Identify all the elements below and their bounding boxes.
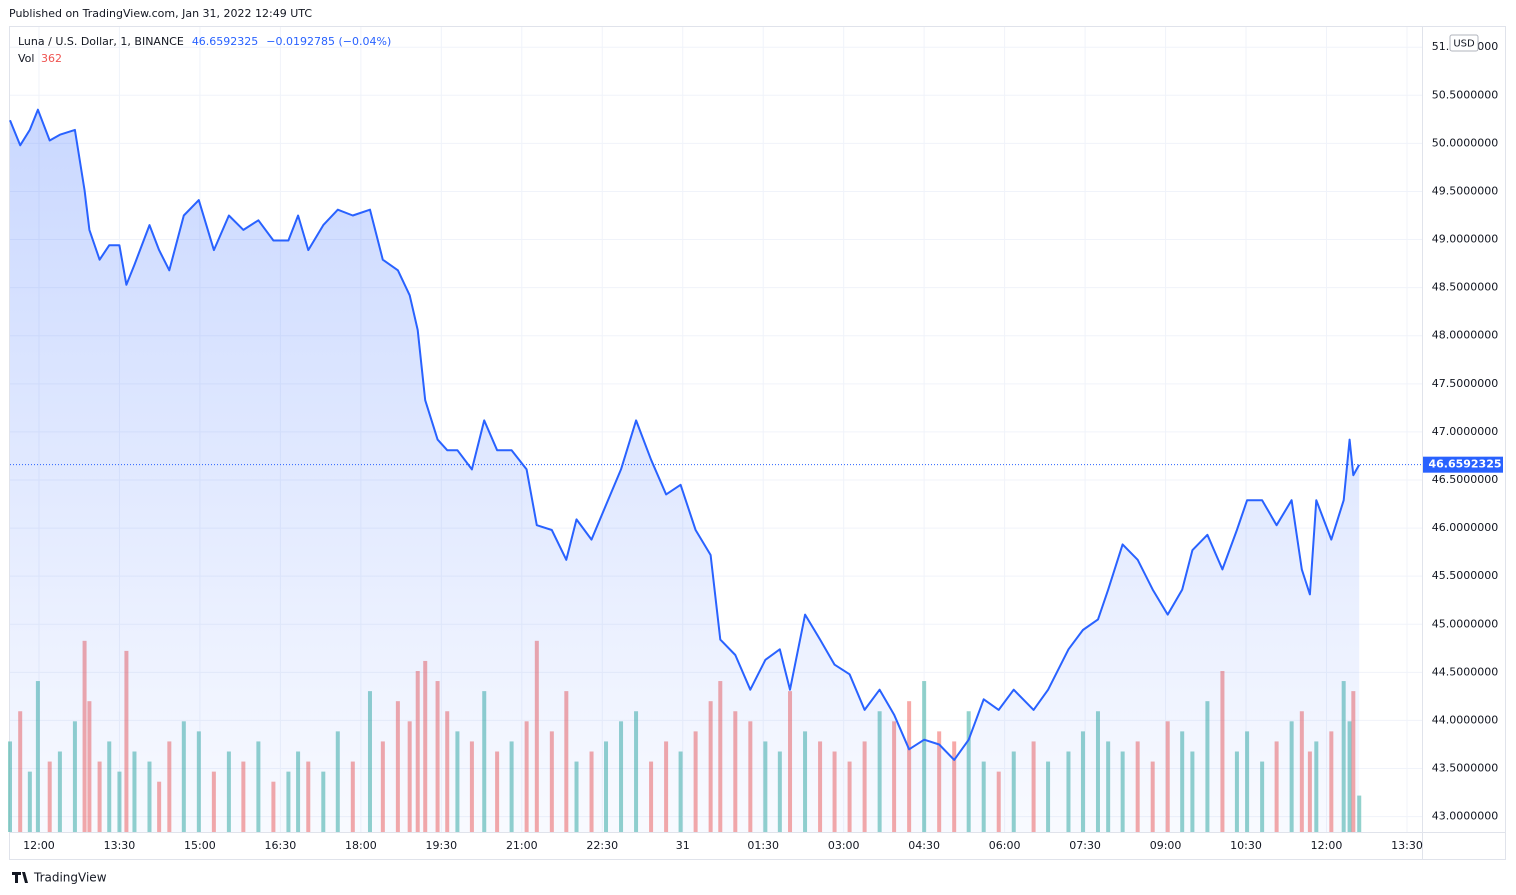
header-change: −0.0192785 (−0.04%) (266, 35, 391, 48)
x-tick-label: 09:00 (1150, 839, 1182, 852)
x-tick-label: 22:30 (586, 839, 618, 852)
y-tick-label: 44.5000000 (1432, 665, 1498, 678)
price-line (9, 108, 1361, 761)
x-tick-label: 03:00 (828, 839, 860, 852)
y-tick-label: 50.0000000 (1432, 136, 1498, 149)
y-tick-label: 47.5000000 (1432, 377, 1498, 390)
x-tick-label: 15:00 (184, 839, 216, 852)
y-tick-label: 44.0000000 (1432, 713, 1498, 726)
symbol: Luna / U.S. Dollar, 1, BINANCE (18, 35, 184, 48)
y-tick-label: 45.0000000 (1432, 617, 1498, 630)
price (9, 108, 1422, 832)
y-tick-label: 49.0000000 (1432, 233, 1498, 246)
y-tick-label: 45.5000000 (1432, 569, 1498, 582)
brand: TradingView (33, 871, 107, 885)
last-price-badge (1423, 456, 1503, 473)
y-tick-label: 43.5000000 (1432, 762, 1498, 775)
x-tick-label: 18:00 (345, 839, 377, 852)
x-tick-label: 16:30 (265, 839, 297, 852)
vol-label: Vol (18, 52, 34, 65)
currency-badge[interactable] (1449, 34, 1479, 52)
x-tick-label: 01:30 (747, 839, 779, 852)
y-tick-label: 49.5000000 (1432, 184, 1498, 197)
price-area (10, 109, 1360, 832)
y-tick-label: 43.0000000 (1432, 810, 1498, 823)
vol-value: 362 (41, 52, 62, 65)
axes: 43.0000000 43.5000000 44.0000000 44.5000000… (23, 40, 1503, 852)
x-tick-label: 12:00 (1311, 839, 1343, 852)
header-value: 46.6592325 (192, 35, 258, 48)
x-tick-label: 13:30 (1391, 839, 1423, 852)
y-tick-label: 47.0000000 (1432, 425, 1498, 438)
x-tick-label: 13:30 (104, 839, 136, 852)
frame (9, 26, 1506, 860)
x-tick-label: 06:00 (989, 839, 1021, 852)
y-tick-label: 50.5000000 (1432, 88, 1498, 101)
published: Published on TradingView.com, Jan 31, 20… (9, 7, 312, 20)
x-tick-label: 12:00 (23, 839, 55, 852)
currency[interactable]: USD (1453, 39, 1475, 50)
logo (12, 872, 28, 883)
x-tick-label: 31 (676, 839, 690, 852)
y-tick-label: 48.5000000 (1432, 281, 1498, 294)
x-tick-label: 10:30 (1230, 839, 1262, 852)
y-tick-label: 48.0000000 (1432, 329, 1498, 342)
x-tick-label: 19:30 (425, 839, 457, 852)
last-price-label: 46.6592325 (1428, 458, 1501, 471)
x-tick-label: 07:30 (1069, 839, 1101, 852)
x-tick-label: 04:30 (908, 839, 940, 852)
x-tick-label: 21:00 (506, 839, 538, 852)
y-tick-label: 46.0000000 (1432, 521, 1498, 534)
volume-bar (1357, 795, 1362, 832)
y-tick-label: 46.5000000 (1432, 473, 1498, 486)
